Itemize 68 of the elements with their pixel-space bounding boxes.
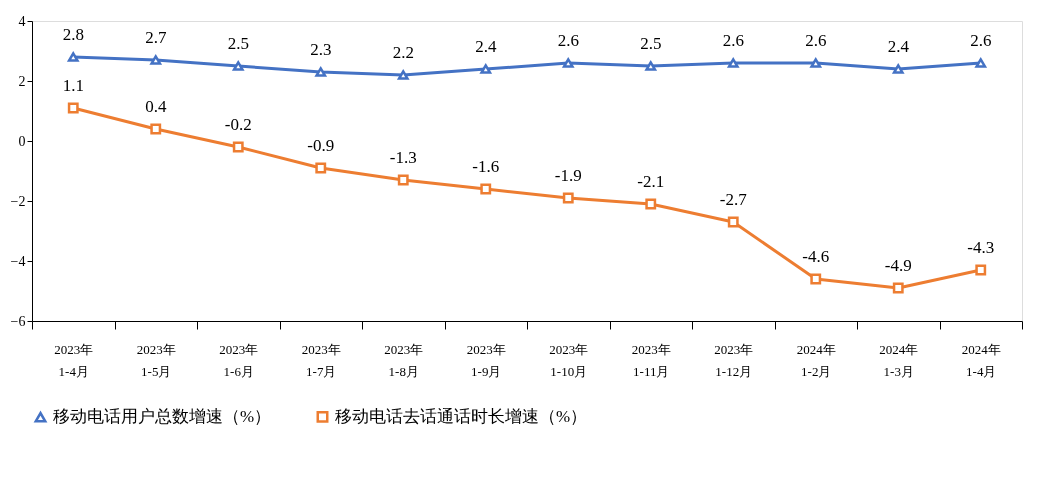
x-tick-label: 2023年 1-9月 — [466, 341, 506, 379]
data-label: -4.9 — [884, 256, 912, 275]
data-label: -4.6 — [802, 247, 830, 266]
point — [397, 174, 409, 186]
data-label: -4.3 — [967, 238, 995, 257]
point — [480, 64, 492, 74]
point — [727, 216, 739, 228]
legend-label: 移动电话用户总数增速（%） — [53, 407, 272, 427]
point — [975, 264, 987, 276]
point — [397, 70, 409, 80]
data-label: 2.4 — [887, 37, 910, 56]
point — [810, 273, 822, 285]
x-tick-label: 2023年 1-8月 — [384, 341, 424, 379]
y-tick-label: 0 — [18, 133, 26, 149]
point — [232, 61, 244, 71]
data-label: 2.5 — [640, 34, 662, 53]
data-label: -2.1 — [637, 172, 665, 191]
data-label: 2.6 — [557, 31, 579, 50]
y-tick-label: −4 — [10, 253, 26, 269]
y-tick-label: 2 — [18, 73, 26, 89]
data-label: 0.4 — [145, 97, 167, 116]
x-tick-label: 2023年 1-5月 — [136, 341, 176, 379]
x-tick-label: 2023年 1-12月 — [714, 341, 754, 379]
data-label: 2.4 — [475, 37, 497, 56]
point — [892, 64, 904, 74]
point — [315, 67, 327, 77]
point — [645, 198, 657, 210]
data-label: -0.9 — [307, 136, 335, 155]
point — [892, 282, 904, 294]
x-tick-label: 2023年 1-7月 — [301, 341, 341, 379]
x-tick-label: 2024年 1-2月 — [796, 341, 836, 379]
data-label: -1.6 — [472, 157, 500, 176]
data-label: -2.7 — [719, 190, 748, 209]
x-tick-label: 2023年 1-11月 — [631, 341, 671, 379]
point — [975, 58, 987, 68]
data-label: 2.6 — [970, 31, 992, 50]
y-tick-label: −2 — [10, 193, 26, 209]
point — [562, 58, 574, 68]
x-tick-label: 2024年 1-3月 — [879, 341, 919, 379]
point — [727, 58, 739, 68]
point — [232, 141, 244, 153]
data-label: -1.9 — [554, 166, 582, 185]
data-label: -0.2 — [224, 115, 252, 134]
data-label: 2.3 — [310, 40, 332, 59]
data-label: 2.2 — [392, 43, 414, 62]
y-tick-label: 4 — [18, 13, 26, 29]
point — [480, 183, 492, 195]
data-label: -1.3 — [389, 148, 417, 167]
x-tick-label: 2024年 1-4月 — [961, 341, 1001, 379]
point — [67, 52, 79, 62]
point — [810, 58, 822, 68]
legend-label: 移动电话去话通话时长增速（%） — [335, 406, 588, 426]
y-tick-label: −6 — [10, 313, 26, 329]
data-label: 2.8 — [62, 25, 84, 44]
point — [150, 55, 162, 65]
x-tick-label: 2023年 1-10月 — [549, 341, 589, 379]
x-tick-label: 2023年 1-6月 — [219, 341, 259, 379]
data-label: 1.1 — [62, 76, 84, 95]
point — [67, 102, 79, 114]
data-label: 2.7 — [145, 28, 167, 47]
data-label: 2.6 — [805, 31, 827, 50]
point — [150, 123, 162, 135]
point — [315, 162, 327, 174]
point — [645, 61, 657, 71]
point — [562, 192, 574, 204]
x-tick-label: 2023年 1-4月 — [54, 341, 94, 379]
data-label: 2.6 — [722, 31, 744, 50]
data-label: 2.5 — [227, 34, 249, 53]
